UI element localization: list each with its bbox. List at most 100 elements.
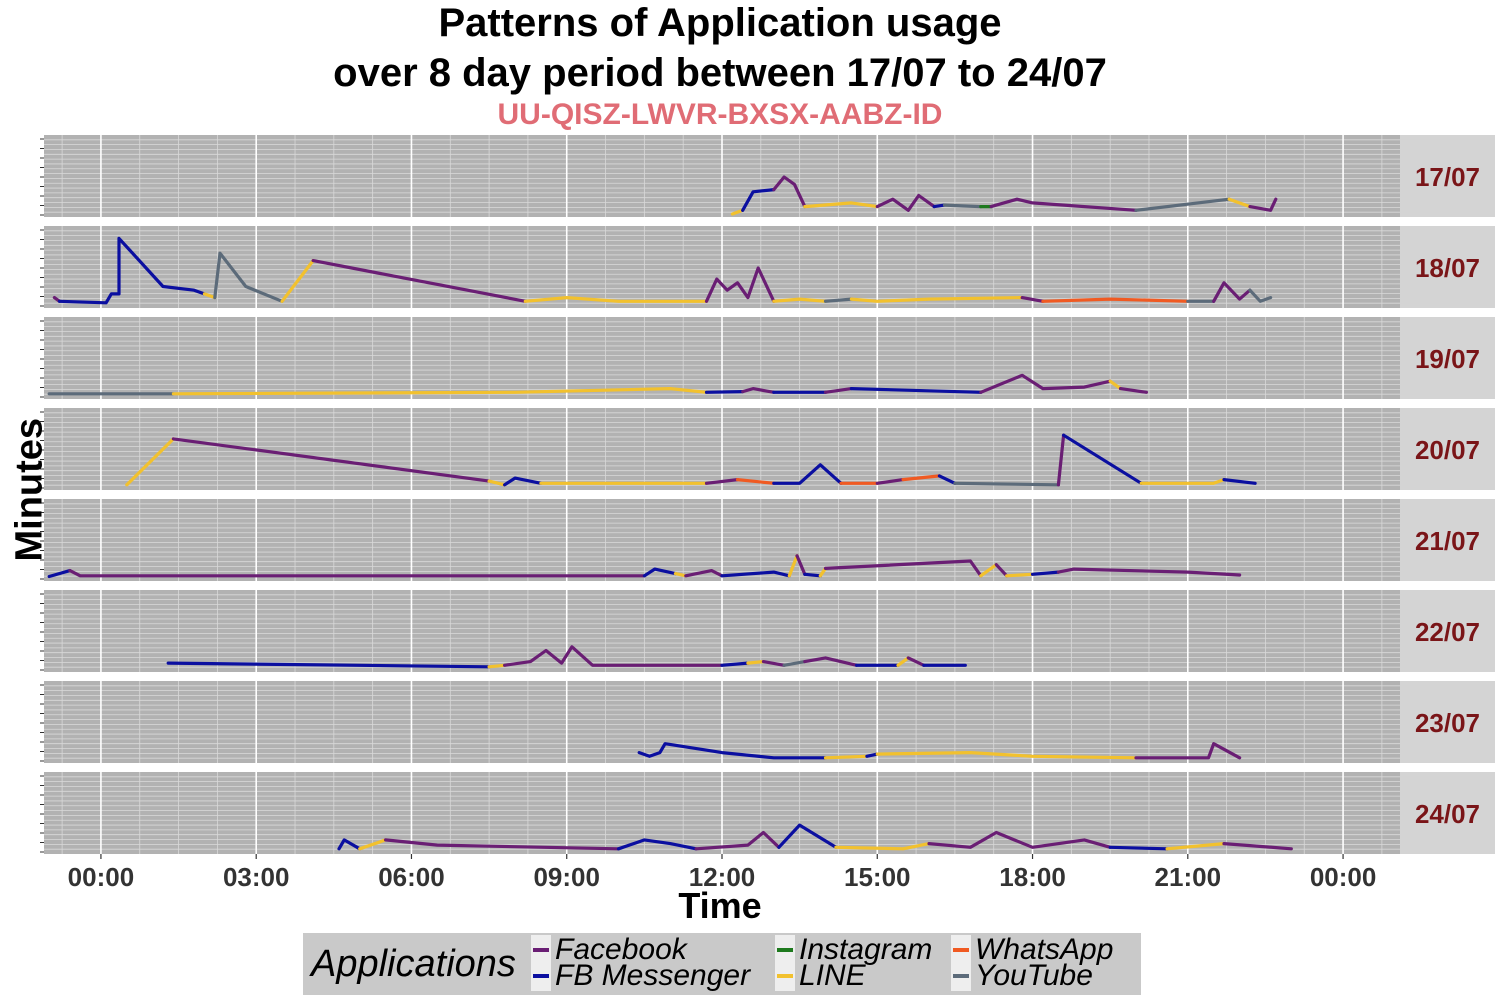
series-segment-whatsapp <box>735 478 776 485</box>
x-tick-label: 21:00 <box>1155 862 1222 892</box>
facet-panel-18-07: 18/07 <box>40 226 1495 308</box>
series-segment-whatsapp <box>901 474 942 482</box>
series-segment-facebook <box>994 563 1009 578</box>
facet-strip-label: 22/07 <box>1415 617 1480 647</box>
series-segment-facebook <box>384 838 621 851</box>
series-segment-line <box>896 656 910 667</box>
legend-item-facebook: Facebook <box>531 935 687 965</box>
series-segment-line <box>125 437 175 487</box>
facet-panel-23-07: 23/07 <box>40 681 1495 763</box>
series-segment-fb-messenger <box>166 661 491 669</box>
series-segment-fb-messenger <box>1222 478 1257 485</box>
facet-panel-19-07: 19/07 <box>40 317 1495 399</box>
legend-label: FB Messenger <box>555 959 751 992</box>
series-segment-line <box>280 259 315 303</box>
legend-item-youtube: YouTube <box>951 961 1093 991</box>
legend-key <box>951 961 971 991</box>
facet-strip-label: 20/07 <box>1415 435 1480 465</box>
x-tick-label: 18:00 <box>999 862 1066 892</box>
chart-title-line2: over 8 day period between 17/07 to 24/07 <box>333 51 1107 95</box>
series-segment-facebook <box>1134 742 1242 760</box>
series-segment-fb-messenger <box>777 823 838 849</box>
legend-swatch <box>953 974 969 978</box>
series-segment-line <box>787 554 799 578</box>
x-axis-label: Time <box>678 885 762 926</box>
series-segment-fb-messenger <box>1108 845 1169 851</box>
series-segment-facebook <box>171 437 491 483</box>
legend-key <box>775 935 795 965</box>
series-segment-facebook <box>704 266 776 303</box>
series-segment-line <box>1227 197 1252 209</box>
legend-key <box>531 961 551 991</box>
legend-label: YouTube <box>975 959 1093 992</box>
legend-key <box>775 961 795 991</box>
series-segment-facebook <box>68 568 647 578</box>
legend-item-whatsapp: WhatsApp <box>951 935 1113 965</box>
y-axis-label: Minutes <box>8 417 51 562</box>
series-segment-facebook <box>1118 387 1149 394</box>
facet-panel-17-07: 17/07 <box>40 135 1495 217</box>
facet-strip <box>1400 317 1495 399</box>
series-segment-youtube <box>942 203 983 209</box>
series-segment-fb-messenger <box>1030 570 1061 576</box>
x-tick-label: 00:00 <box>1310 862 1377 892</box>
series-segment-line <box>171 387 709 396</box>
series-segment-line <box>730 208 745 216</box>
series-segment-facebook <box>1056 567 1242 577</box>
series-segment-line <box>1108 379 1123 391</box>
series-segment-line <box>849 296 1024 303</box>
series-segment-facebook <box>989 197 1138 212</box>
series-segment-facebook <box>684 568 724 578</box>
facet-strip <box>1400 226 1495 308</box>
facet-panel-21-07: 21/07 <box>40 499 1495 581</box>
series-segment-facebook <box>311 259 527 303</box>
series-segment-fb-messenger <box>720 570 791 578</box>
series-segment-line <box>772 297 828 303</box>
series-segment-facebook <box>875 478 905 485</box>
series-segment-facebook <box>823 387 854 394</box>
facet-strip-label: 18/07 <box>1415 253 1480 283</box>
series-segment-line <box>487 479 507 487</box>
series-segment-youtube <box>953 481 1061 487</box>
legend-label: LINE <box>799 959 866 992</box>
series-segment-line <box>358 838 388 851</box>
series-segment-fb-messenger <box>772 463 843 485</box>
series-segment-line <box>1005 572 1035 578</box>
legend-swatch <box>533 974 549 978</box>
series-segment-facebook <box>1248 197 1278 212</box>
series-segment-fb-messenger <box>616 838 698 851</box>
legend-title: Applications <box>311 943 516 985</box>
series-segment-line <box>202 292 217 300</box>
series-segment-fb-messenger <box>803 572 822 578</box>
series-segment-line <box>875 750 973 756</box>
facet-strip <box>1400 135 1495 217</box>
series-segment-fb-messenger <box>337 838 362 851</box>
series-segment-fb-messenger <box>47 568 72 579</box>
legend: Applications Facebook FB Messenger Instagr… <box>303 933 1141 995</box>
series-segment-facebook <box>772 175 807 209</box>
series-segment-whatsapp <box>1041 297 1190 303</box>
series-segment-facebook <box>906 656 926 667</box>
series-segment-line <box>979 563 998 578</box>
facet-strip <box>1400 681 1495 763</box>
legend-item-fb-messenger: FB Messenger <box>531 961 750 991</box>
legend-swatch <box>777 974 793 978</box>
series-segment-facebook <box>979 373 1112 394</box>
series-segment-fb-messenger <box>704 390 745 394</box>
series-segment-line <box>803 201 879 209</box>
series-segment-facebook <box>803 656 859 667</box>
facet-strip <box>1400 772 1495 854</box>
series-segment-facebook <box>927 830 1112 849</box>
series-segment-line <box>834 841 931 851</box>
series-segment-fb-messenger <box>57 236 206 305</box>
series-segment-fb-messenger <box>849 387 983 394</box>
series-segment-youtube <box>1248 288 1273 303</box>
x-tick-label: 00:00 <box>68 862 135 892</box>
series-segment-line <box>746 659 766 665</box>
facet-strip <box>1400 499 1495 581</box>
legend-label: WhatsApp <box>975 933 1114 966</box>
legend-swatch <box>533 948 549 952</box>
series-segment-facebook <box>1222 841 1293 851</box>
facet-strip <box>1400 590 1495 672</box>
